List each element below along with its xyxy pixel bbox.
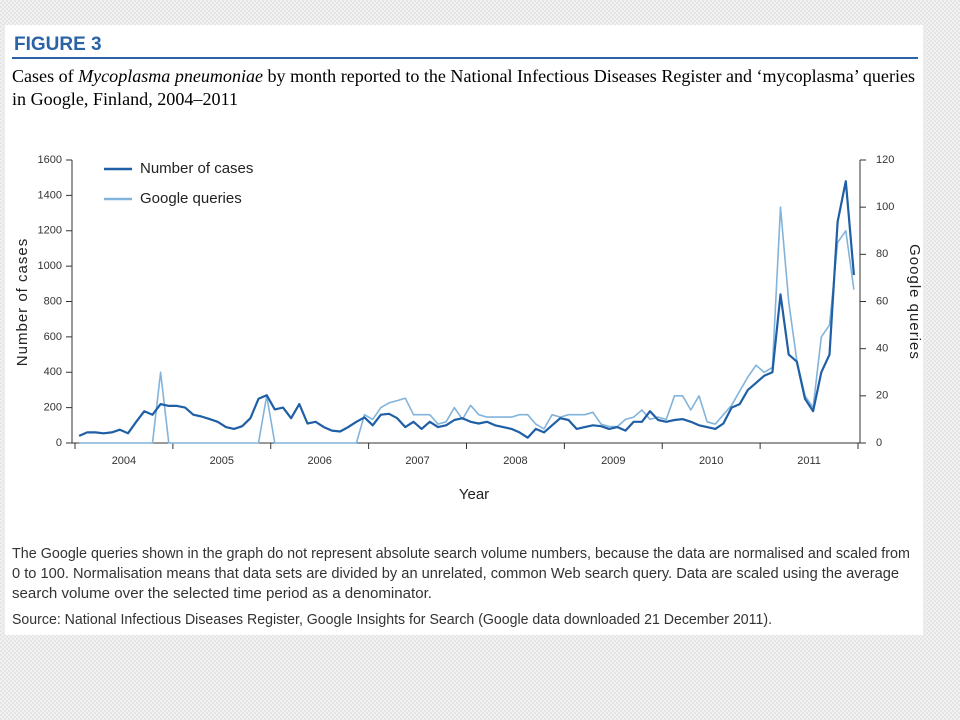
y2-axis-title: Google queries (906, 244, 923, 360)
y-tick-label: 600 (44, 331, 62, 343)
x-tick-label: 2007 (405, 455, 429, 467)
y2-tick-label: 20 (876, 390, 888, 402)
y2-tick-label: 0 (876, 437, 882, 449)
x-tick-label: 2004 (112, 455, 136, 467)
series-line (79, 206, 855, 444)
y2-tick-label: 80 (876, 248, 888, 260)
y-tick-label: 1200 (38, 225, 62, 237)
y2-tick-label: 40 (876, 343, 888, 355)
panel (5, 25, 923, 635)
source: Source: National Infectious Diseases Reg… (12, 612, 772, 628)
y-tick-label: 1600 (38, 154, 62, 166)
x-axis-title: Year (459, 486, 489, 503)
legend-label: Number of cases (140, 160, 253, 177)
y2-tick-label: 100 (876, 201, 894, 213)
note: 0 to 100. Normalisation means that data … (12, 566, 899, 582)
caption: Cases of Mycoplasma pneumoniae by month … (12, 66, 915, 86)
y-tick-label: 800 (44, 295, 62, 307)
legend-label: Google queries (140, 190, 242, 207)
note: search volume over the selected time per… (12, 586, 432, 602)
y-tick-label: 0 (56, 437, 62, 449)
chart: 0 200 400 600 800 1000 1200 1400 1600 0 20 40 60 80 10… (14, 154, 923, 503)
y-tick-label: 400 (44, 366, 62, 378)
x-tick-label: 2006 (307, 455, 331, 467)
y-tick-label: 1000 (38, 260, 62, 272)
caption: in Google, Finland, 2004–2011 (12, 89, 238, 109)
figure-label: FIGURE 3 (14, 34, 102, 55)
y2-tick-label: 120 (876, 154, 894, 166)
caption-italic: Mycoplasma pneumoniae (77, 66, 263, 86)
x-tick-label: 2010 (699, 455, 723, 467)
x-tick-label: 2009 (601, 455, 625, 467)
note: The Google queries shown in the graph do… (12, 546, 910, 562)
y-axis-title: Number of cases (14, 238, 31, 366)
x-tick-label: 2005 (210, 455, 234, 467)
caption-text: by month reported to the National Infect… (263, 66, 915, 86)
caption-text: Cases of (12, 66, 78, 86)
y-tick-label: 200 (44, 402, 62, 414)
series-line (78, 180, 855, 439)
x-tick-label: 2008 (503, 455, 527, 467)
y-tick-label: 1400 (38, 189, 62, 201)
x-tick-label: 2011 (797, 455, 821, 467)
y2-tick-label: 60 (876, 295, 888, 307)
